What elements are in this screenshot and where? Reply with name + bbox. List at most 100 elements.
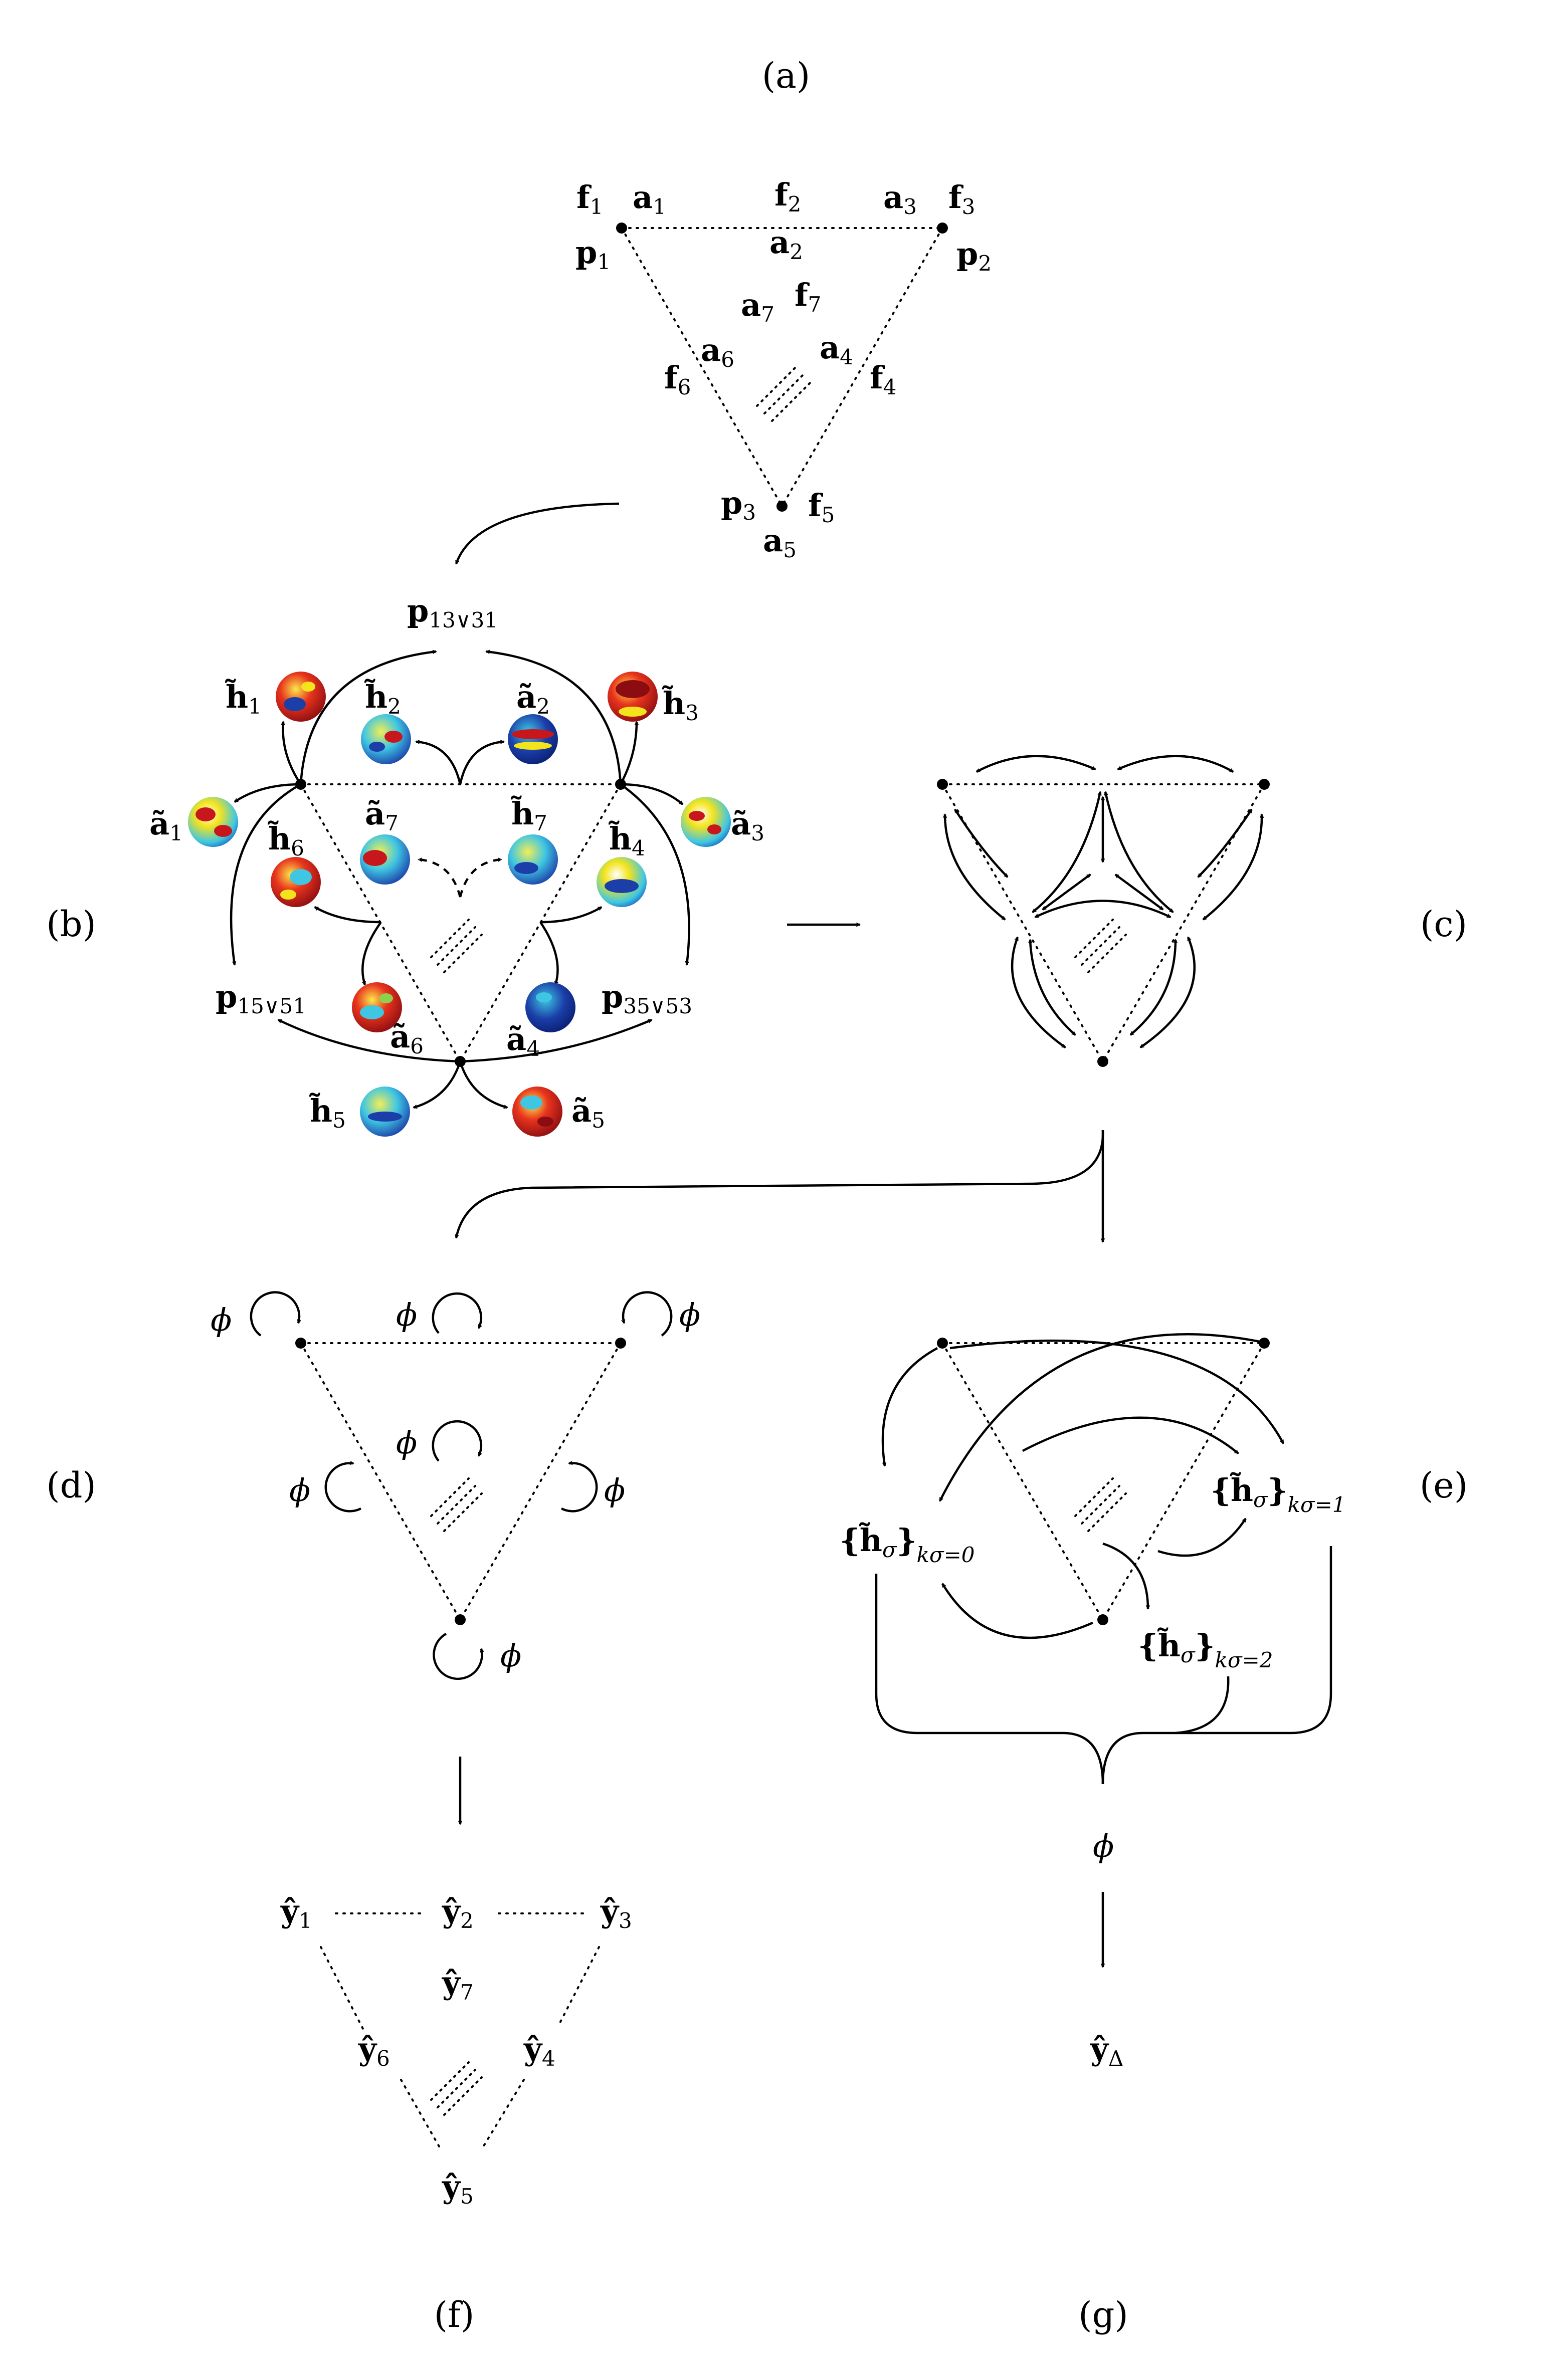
- arrow-to-h4: [540, 906, 602, 924]
- phi-edge-top: ϕ: [396, 1296, 417, 1333]
- label-a3: a3: [883, 179, 917, 219]
- vertex-3: [1097, 1614, 1108, 1625]
- label-f2: f2: [774, 176, 801, 217]
- sphere-a1: [188, 797, 238, 847]
- label-p35v53: p35∨53: [602, 978, 692, 1018]
- panel-label-f: (f): [434, 2294, 475, 2335]
- label-a7-tilde: ã7: [365, 795, 399, 835]
- label-y1: ŷ1: [280, 1893, 312, 1933]
- phi-face: ϕ: [396, 1424, 417, 1461]
- edge-right-upper: [558, 1946, 600, 2026]
- vertex-1: [616, 223, 627, 234]
- vertex-1: [937, 1338, 948, 1349]
- label-h-k0: {h̃σ}kσ=0: [840, 1522, 975, 1567]
- label-y6: ŷ6: [358, 2031, 390, 2071]
- vertex-3: [1097, 1056, 1108, 1067]
- sphere-h6: [271, 857, 321, 907]
- label-f7: f7: [795, 277, 821, 317]
- arrow-face-to-h2: [1102, 1542, 1148, 1609]
- label-y7: ŷ7: [442, 1965, 474, 2005]
- sphere-h2: [361, 714, 411, 764]
- arrow-top-right: [1118, 755, 1233, 773]
- label-p15v51: p15∨51: [216, 978, 306, 1018]
- bracket-mid: [1175, 1676, 1230, 1735]
- label-f5: f5: [808, 487, 835, 527]
- label-h6: h̃6: [267, 820, 304, 860]
- arrow-to-h6: [315, 906, 381, 924]
- arrow-star-a: [1033, 792, 1100, 913]
- loop-vertex-2: [623, 1291, 673, 1337]
- vertex-2: [1259, 1338, 1270, 1349]
- loop-vertex-1: [250, 1291, 299, 1337]
- loop-vertex-3: [433, 1633, 482, 1680]
- label-h3: h̃3: [662, 685, 699, 725]
- arrow-right-3: [1140, 937, 1196, 1048]
- arrow-to-a1: [235, 783, 301, 803]
- arrow-to-p31: [486, 652, 622, 785]
- vertex-3: [776, 501, 788, 512]
- phi-edge-left: ϕ: [289, 1472, 310, 1508]
- label-p1: p1: [575, 234, 611, 274]
- arrow-c-to-d: [456, 1130, 1104, 1238]
- arrow-to-p35: [620, 783, 690, 965]
- arrow-a-to-b: [455, 502, 620, 564]
- panel-a-triangle: f1 a1 f2 a3 f3 p1 a2 p2 a7 f7 a6 a4 f6 f…: [575, 176, 992, 562]
- arrow-to-a4: [539, 921, 559, 985]
- arrow-right-2: [1197, 809, 1253, 878]
- arrow-to-p15: [230, 783, 302, 965]
- vertex-1: [295, 1338, 306, 1349]
- label-a2-tilde: ã2: [516, 679, 550, 719]
- label-a1: a1: [633, 179, 666, 219]
- edge-right: [781, 227, 943, 507]
- edge-right-lower: [480, 2079, 525, 2151]
- label-h-k1: {h̃σ}kσ=1: [1211, 1472, 1346, 1517]
- label-a3-tilde: ã3: [731, 805, 764, 845]
- phi-aggregate: ϕ: [1093, 1828, 1114, 1864]
- phi-vertex-3: ϕ: [500, 1637, 521, 1674]
- sphere-a6: [352, 982, 402, 1032]
- label-y4: ŷ4: [523, 2031, 555, 2071]
- arrow-left-2: [954, 809, 1009, 878]
- loop-face: [432, 1420, 482, 1462]
- arrow-to-a7: [419, 859, 462, 898]
- arrow-to-h5: [414, 1061, 462, 1108]
- panel-c-triangle: [937, 755, 1270, 1067]
- vertex-2: [615, 1338, 626, 1349]
- arrow-v2-to-h0: [938, 1333, 1263, 1501]
- label-a7: a7: [741, 287, 774, 327]
- sphere-a3: [681, 797, 731, 847]
- arrow-to-h7: [459, 859, 501, 898]
- vertex-1: [937, 779, 948, 790]
- label-a4-tilde: ã4: [506, 1021, 540, 1061]
- arrow-left-3: [1011, 937, 1065, 1048]
- bracket-right: [1101, 1546, 1332, 1785]
- label-p3: p3: [721, 485, 756, 525]
- label-h-k2: {h̃σ}kσ=2: [1138, 1627, 1273, 1672]
- label-f6: f6: [664, 359, 691, 399]
- arrow-to-p51: [278, 1018, 461, 1063]
- label-y3: ŷ3: [600, 1893, 632, 1933]
- label-f1: f1: [576, 179, 603, 219]
- arrow-to-h2: [416, 742, 462, 785]
- label-y5: ŷ5: [442, 2169, 474, 2209]
- arrow-v1-to-h0: [881, 1347, 938, 1466]
- panel-label-c: (c): [1420, 904, 1467, 945]
- arrow-edge-to-h1: [1022, 1416, 1238, 1454]
- arrow-left-4: [1030, 940, 1076, 1036]
- panel-d-triangle: ϕ ϕ ϕ ϕ ϕ ϕ ϕ: [211, 1291, 700, 1680]
- phi-vertex-1: ϕ: [211, 1302, 232, 1338]
- face-hatch: [756, 365, 813, 422]
- edge-left-upper: [320, 1946, 364, 2031]
- edge-left-lower: [400, 2079, 442, 2151]
- face-hatch: [1074, 1477, 1127, 1532]
- label-a6: a6: [701, 332, 734, 372]
- loop-edge-top: [432, 1292, 482, 1334]
- arrow-to-a3: [620, 783, 683, 805]
- panel-label-b: (b): [46, 904, 96, 945]
- panel-label-d: (d): [46, 1465, 96, 1506]
- arrow-left-1: [945, 814, 1005, 921]
- arrow-to-p13: [299, 652, 436, 785]
- arrow-star-b: [1105, 792, 1173, 913]
- face-hatch: [430, 2061, 483, 2116]
